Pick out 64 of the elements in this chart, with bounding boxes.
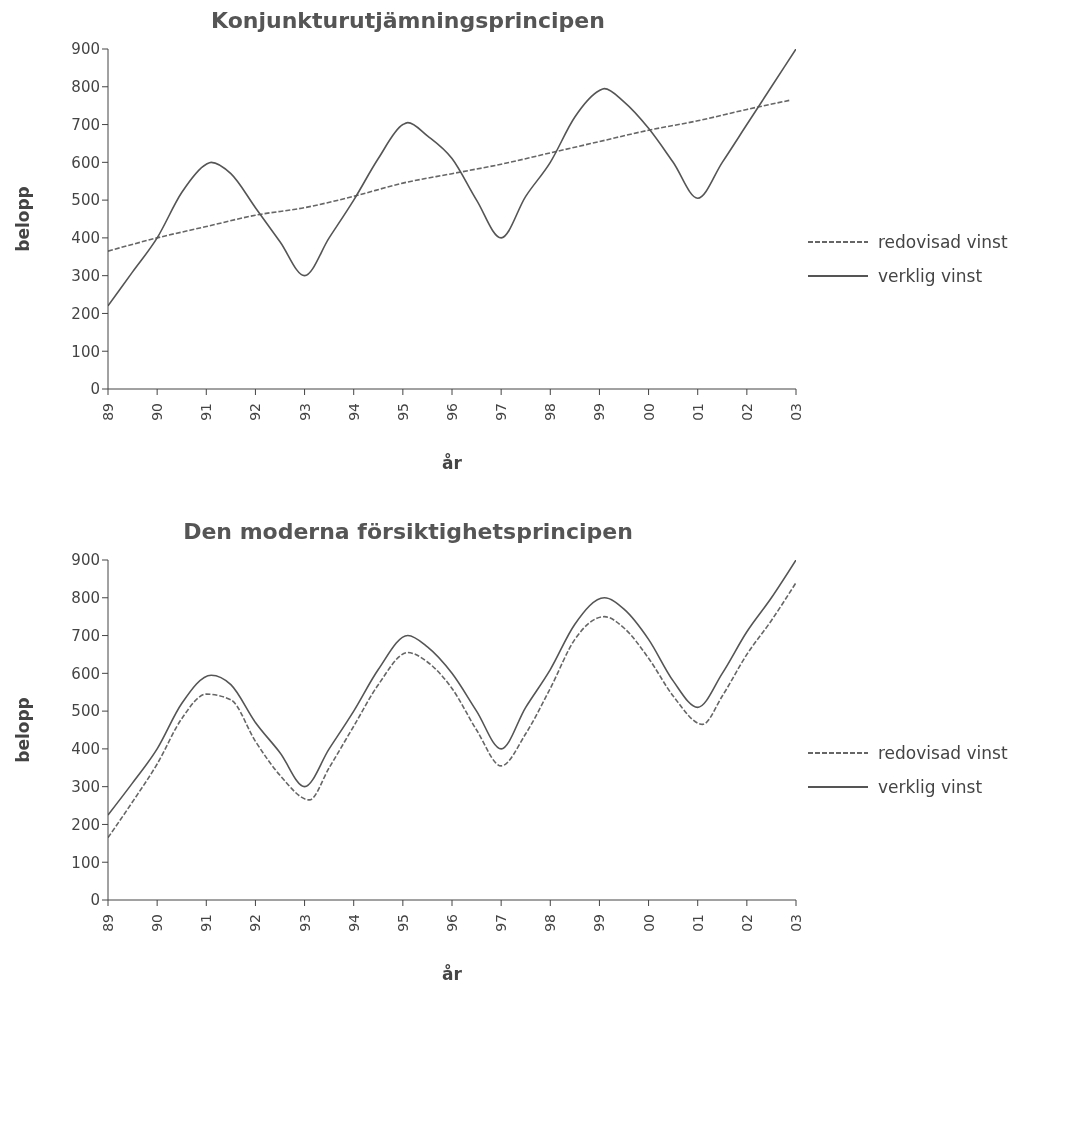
- line-series: [108, 49, 796, 307]
- x-tick-label: 90: [149, 403, 166, 421]
- y-tick-label: 500: [71, 191, 100, 210]
- x-tick-label: 02: [738, 914, 755, 932]
- y-tick-label: 0: [90, 891, 100, 910]
- x-axis-title: år: [442, 452, 463, 473]
- x-tick-label: 91: [198, 403, 215, 421]
- y-axis-title: belopp: [13, 697, 34, 763]
- legend-label: verklig vinst: [878, 266, 983, 286]
- x-tick-label: 94: [345, 402, 362, 421]
- y-tick-label: 600: [71, 153, 100, 172]
- x-tick-label: 93: [296, 403, 313, 421]
- x-tick-label: 00: [640, 403, 657, 421]
- y-tick-label: 900: [71, 551, 100, 570]
- x-tick-label: 93: [296, 914, 313, 932]
- x-tick-label: 97: [493, 403, 510, 421]
- x-tick-label: 89: [100, 403, 116, 421]
- x-tick-label: 99: [591, 403, 608, 421]
- x-tick-label: 01: [689, 914, 706, 932]
- legend-label: verklig vinst: [878, 777, 983, 797]
- y-tick-label: 200: [71, 815, 100, 834]
- y-tick-label: 300: [71, 266, 100, 285]
- x-tick-label: 90: [149, 914, 166, 932]
- y-tick-label: 600: [71, 664, 100, 683]
- x-tick-label: 96: [444, 913, 460, 932]
- x-tick-label: 92: [247, 914, 264, 932]
- x-tick-label: 96: [444, 402, 460, 421]
- y-tick-label: 400: [71, 740, 100, 759]
- line-series: [108, 99, 792, 252]
- x-tick-label: 95: [394, 914, 411, 932]
- y-tick-label: 800: [71, 78, 100, 97]
- y-tick-label: 100: [71, 853, 100, 872]
- x-tick-label: 02: [738, 403, 755, 421]
- legend-label: redovisad vinst: [878, 232, 1008, 252]
- x-tick-label: 98: [542, 914, 559, 932]
- y-tick-label: 900: [71, 40, 100, 59]
- x-tick-label: 97: [493, 914, 510, 932]
- chart-title: Konjunkturutjämningsprincipen: [210, 8, 606, 33]
- y-axis-title: belopp: [13, 186, 34, 252]
- y-tick-label: 500: [71, 702, 100, 721]
- x-tick-label: 00: [640, 914, 657, 932]
- x-tick-label: 94: [345, 913, 362, 932]
- x-tick-label: 91: [198, 914, 215, 932]
- y-tick-label: 800: [71, 589, 100, 608]
- x-tick-label: 99: [591, 914, 608, 932]
- y-tick-label: 400: [71, 229, 100, 248]
- y-tick-label: 700: [71, 626, 100, 645]
- x-tick-label: 95: [394, 403, 411, 421]
- x-tick-label: 03: [788, 403, 804, 421]
- legend-label: redovisad vinst: [878, 743, 1008, 763]
- chart-title: Den moderna försiktighetsprincipen: [182, 519, 634, 544]
- x-axis-title: år: [442, 963, 463, 984]
- y-tick-label: 700: [71, 115, 100, 134]
- line-series: [108, 581, 796, 839]
- x-tick-label: 03: [788, 914, 804, 932]
- y-tick-label: 100: [71, 342, 100, 361]
- y-tick-label: 0: [90, 380, 100, 399]
- line-series: [108, 560, 796, 816]
- x-tick-label: 01: [689, 403, 706, 421]
- x-tick-label: 98: [542, 403, 559, 421]
- x-tick-label: 92: [247, 403, 264, 421]
- y-tick-label: 200: [71, 304, 100, 323]
- y-tick-label: 300: [71, 777, 100, 796]
- x-tick-label: 89: [100, 914, 116, 932]
